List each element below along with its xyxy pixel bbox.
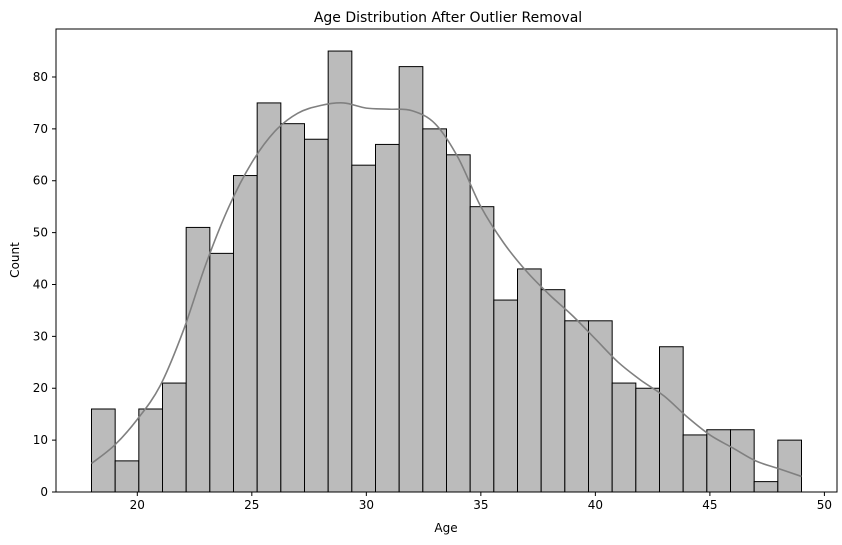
histogram-bar	[233, 175, 258, 493]
y-tick-label: 30	[33, 329, 48, 343]
y-tick-label: 0	[40, 485, 48, 499]
histogram-bar	[540, 289, 566, 493]
x-tick-label: 25	[244, 498, 259, 512]
histogram-bar	[493, 299, 519, 493]
histogram-bar	[446, 154, 471, 493]
histogram-bar	[588, 320, 613, 493]
histogram-bar	[730, 429, 755, 493]
kde-line	[91, 102, 802, 478]
histogram-bar	[635, 387, 660, 493]
x-tick-label: 30	[359, 498, 374, 512]
histogram-bar	[398, 66, 424, 493]
histogram-bar	[777, 439, 802, 493]
x-axis-ticks: 20 25 30 35 40 45 50	[130, 492, 832, 512]
y-axis-ticks: 0 10 20 30 40 50 60 70 80	[33, 70, 56, 499]
y-tick-label: 50	[33, 226, 48, 240]
histogram-bar	[256, 102, 282, 493]
x-tick-label: 40	[588, 498, 603, 512]
histogram-bar	[327, 50, 353, 493]
bars-group	[91, 50, 802, 493]
histogram-bar	[682, 434, 708, 493]
plot-frame	[55, 28, 838, 493]
chart-title: Age Distribution After Outlier Removal	[314, 10, 582, 26]
y-tick-label: 70	[33, 122, 48, 136]
x-tick-label: 20	[130, 498, 145, 512]
histogram-bar	[469, 206, 495, 493]
histogram-bar	[162, 382, 187, 493]
y-tick-label: 20	[33, 381, 48, 395]
histogram-bar	[304, 138, 329, 493]
histogram-bar	[611, 382, 637, 493]
histogram-bar	[280, 123, 306, 493]
histogram-bar	[517, 268, 542, 493]
histogram-bar	[185, 226, 211, 493]
histogram-bar	[114, 460, 140, 493]
histogram-bar	[422, 128, 448, 493]
histogram-bar	[659, 346, 684, 493]
y-tick-label: 40	[33, 277, 48, 291]
histogram-bar	[138, 408, 163, 493]
x-tick-label: 45	[702, 498, 717, 512]
y-tick-label: 10	[33, 433, 48, 447]
y-axis-label: Count	[8, 242, 22, 278]
y-tick-label: 60	[33, 174, 48, 188]
x-tick-label: 50	[817, 498, 832, 512]
histogram-bar	[91, 408, 116, 493]
histogram-bar	[706, 429, 731, 493]
y-tick-label: 80	[33, 70, 48, 84]
histogram-bar	[209, 252, 234, 493]
x-axis-label: Age	[434, 521, 457, 535]
histogram-bar	[753, 481, 779, 493]
histogram-bar	[564, 320, 589, 493]
x-tick-label: 35	[473, 498, 488, 512]
histogram-bar	[351, 164, 377, 493]
histogram-bar	[375, 143, 400, 493]
